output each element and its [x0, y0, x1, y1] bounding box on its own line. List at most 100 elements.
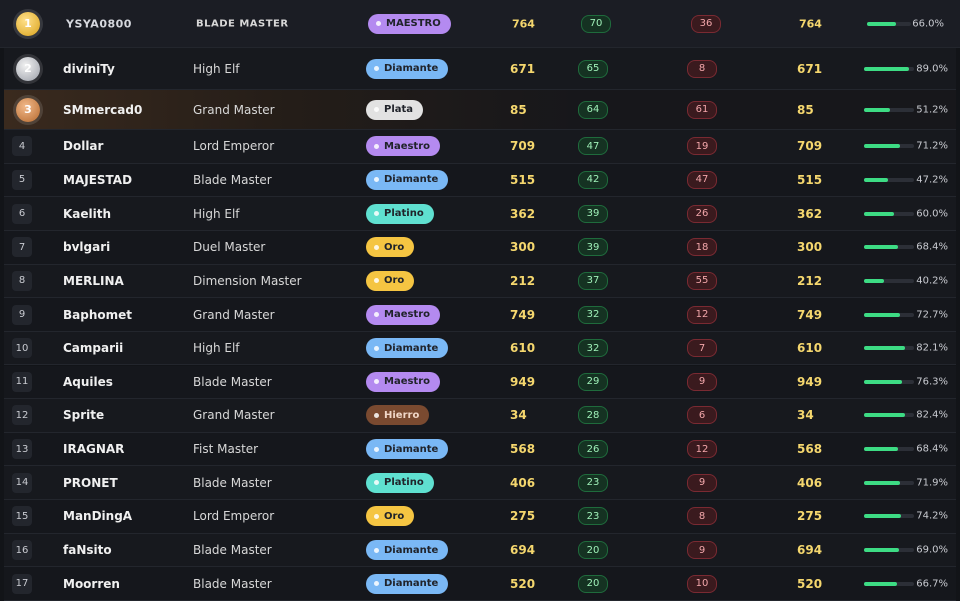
rank: 13: [12, 439, 32, 460]
leaderboard-row: 17 Moorren Blade Master Diamante 520 20 10 520 6…: [4, 567, 956, 601]
points: 610: [510, 341, 536, 356]
tier-label: Diamante: [384, 63, 439, 74]
losses: 9: [687, 473, 717, 492]
rank: 8: [12, 270, 32, 291]
badge-dot: [376, 21, 381, 26]
wins: 70: [581, 14, 611, 33]
tier-badge: Diamante: [366, 169, 449, 190]
tier-badge: Diamante: [366, 439, 449, 460]
total-points: 34: [797, 408, 814, 423]
win-rate-bar: [864, 346, 906, 351]
tier-badge: Diamante: [366, 58, 449, 79]
win-rate: 69.0%: [916, 544, 948, 556]
win-rate-track: [864, 177, 914, 182]
tier-badge: Maestro: [366, 371, 441, 392]
tier-label: Platino: [384, 208, 424, 220]
class-name: Grand Master: [193, 307, 275, 322]
wins: 39: [578, 204, 608, 223]
badge-dot: [374, 312, 379, 318]
tier-label: Diamante: [384, 578, 439, 590]
tier-badge: Hierro: [366, 405, 430, 426]
points: 34: [510, 408, 527, 423]
wins: 29: [578, 372, 608, 391]
total-points: 85: [797, 102, 814, 117]
total-points: 671: [797, 61, 823, 76]
win-rate: 40.2%: [916, 275, 948, 287]
player-name: faNsito: [63, 543, 112, 558]
tier-label: Plata: [384, 104, 414, 115]
rank: 10: [12, 338, 32, 359]
player-name: Sprite: [63, 408, 105, 423]
class-name: Duel Master: [193, 240, 266, 255]
badge-dot: [374, 379, 379, 385]
leaderboard-row: 11 Aquiles Blade Master Maestro 949 29 9 949 76.…: [4, 365, 956, 400]
rank: 4: [12, 136, 32, 157]
leaderboard-row: 8 MERLINA Dimension Master Oro 212 37 55 212 40.…: [4, 264, 956, 299]
player-name: PRONET: [63, 475, 118, 490]
rank: 7: [12, 237, 32, 258]
win-rate: 71.2%: [916, 140, 948, 152]
player-name: YSYA0800: [66, 17, 132, 30]
badge-dot: [374, 107, 379, 112]
badge-dot: [374, 177, 379, 183]
class-name: Blade Master: [193, 475, 272, 490]
leaderboard-row: 14 PRONET Blade Master Platino 406 23 9 406 71.9…: [4, 466, 956, 501]
win-rate-bar: [864, 447, 899, 452]
win-rate-track: [864, 312, 914, 317]
losses: 10: [687, 574, 717, 593]
wins: 39: [578, 238, 608, 257]
total-points: 568: [797, 442, 823, 457]
win-rate-track: [864, 548, 914, 553]
player-name: Moorren: [63, 576, 120, 591]
tier-badge: Oro: [366, 237, 415, 258]
badge-dot: [374, 480, 379, 486]
losses: 8: [687, 507, 717, 526]
player-name: ManDingA: [63, 509, 133, 524]
badge-dot: [374, 244, 379, 250]
tier-badge: Platino: [366, 472, 434, 493]
class-name: Lord Emperor: [193, 509, 275, 524]
rank: 14: [12, 472, 32, 493]
total-points: 694: [797, 543, 823, 558]
win-rate-bar: [864, 211, 894, 216]
win-rate-track: [864, 581, 914, 586]
total-points: 300: [797, 240, 823, 255]
wins: 42: [578, 170, 608, 189]
rank: 17: [12, 573, 32, 594]
win-rate-bar: [864, 413, 906, 418]
badge-dot: [374, 547, 379, 553]
leaderboard-row: 3 SMmercad0 Grand Master Plata 85 64 61 85 51.2%: [4, 90, 956, 130]
win-rate-track: [864, 107, 914, 112]
win-rate-track: [864, 447, 914, 452]
win-rate-track: [864, 245, 914, 250]
points: 85: [510, 102, 527, 117]
losses: 19: [687, 137, 717, 156]
win-rate-bar: [864, 107, 890, 112]
wins: 28: [578, 406, 608, 425]
points: 275: [510, 509, 536, 524]
class-name: BLADE MASTER: [196, 18, 289, 29]
win-rate: 89.0%: [916, 63, 948, 74]
wins: 32: [578, 339, 608, 358]
class-name: Blade Master: [193, 172, 272, 187]
win-rate-track: [864, 480, 914, 485]
leaderboard-row: 10 Camparii High Elf Diamante 610 32 7 610 82.1%: [4, 331, 956, 366]
losses: 8: [687, 59, 717, 78]
tier-label: Diamante: [384, 174, 439, 186]
rank: 9: [12, 304, 32, 325]
tier-label: Diamante: [384, 544, 439, 556]
win-rate-bar: [864, 278, 885, 283]
win-rate-bar: [867, 21, 897, 26]
points: 212: [510, 273, 536, 288]
player-name: MERLINA: [63, 273, 124, 288]
rank: 3: [16, 97, 40, 122]
tier-badge: Maestro: [366, 136, 441, 157]
rank: 5: [12, 169, 32, 190]
player-name: diviniTy: [63, 61, 115, 76]
losses: 12: [687, 305, 717, 324]
win-rate-track: [864, 379, 914, 384]
win-rate-track: [864, 144, 914, 149]
win-rate: 68.4%: [916, 241, 948, 253]
leaderboard-row: 7 bvlgari Duel Master Oro 300 39 18 300 68.4%: [4, 230, 956, 265]
win-rate-bar: [864, 581, 898, 586]
